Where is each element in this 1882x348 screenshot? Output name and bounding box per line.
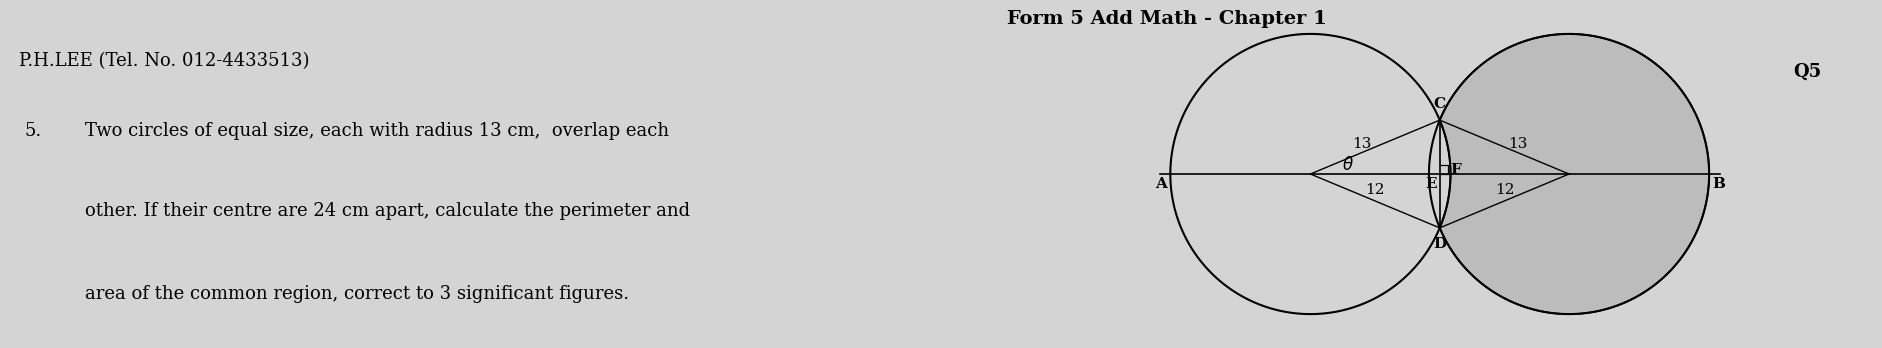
- Text: Q5: Q5: [1794, 63, 1822, 81]
- Text: B: B: [1713, 177, 1726, 191]
- Text: 12: 12: [1364, 183, 1385, 197]
- Text: A: A: [1156, 177, 1167, 191]
- Text: area of the common region, correct to 3 significant figures.: area of the common region, correct to 3 …: [85, 285, 629, 303]
- Text: 13: 13: [1353, 137, 1372, 151]
- Text: 13: 13: [1507, 137, 1526, 151]
- Text: P.H.LEE (Tel. No. 012-4433513): P.H.LEE (Tel. No. 012-4433513): [19, 52, 309, 70]
- Text: E: E: [1425, 177, 1436, 191]
- Polygon shape: [1440, 34, 1709, 314]
- Text: 12: 12: [1494, 183, 1515, 197]
- Text: 5.: 5.: [24, 122, 41, 140]
- Text: Form 5 Add Math - Chapter 1: Form 5 Add Math - Chapter 1: [1007, 10, 1327, 29]
- Text: D: D: [1432, 237, 1447, 251]
- Text: F: F: [1451, 163, 1462, 177]
- Text: Two circles of equal size, each with radius 13 cm,  overlap each: Two circles of equal size, each with rad…: [85, 122, 668, 140]
- Text: C: C: [1434, 97, 1445, 111]
- Text: $\theta$: $\theta$: [1342, 156, 1353, 174]
- Text: other. If their centre are 24 cm apart, calculate the perimeter and: other. If their centre are 24 cm apart, …: [85, 202, 691, 220]
